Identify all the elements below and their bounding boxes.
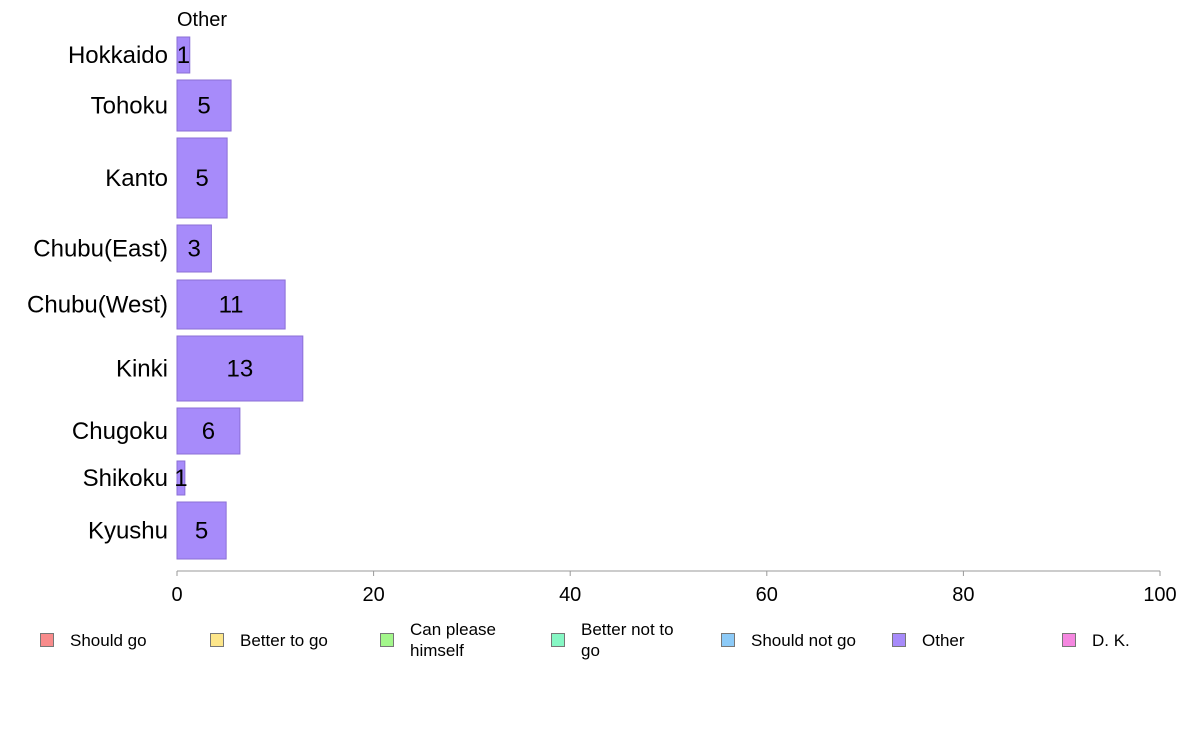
bar-value-label: 3 bbox=[188, 236, 201, 263]
category-label: Chubu(West) bbox=[27, 292, 168, 319]
bar-value-label: 5 bbox=[197, 93, 210, 120]
x-tick-label: 20 bbox=[362, 584, 384, 606]
x-tick-label: 60 bbox=[756, 584, 778, 606]
bar-kinki bbox=[176, 335, 304, 402]
bar-value-label: 1 bbox=[174, 465, 187, 492]
bar-hokkaido bbox=[176, 36, 191, 74]
panel-title: Other bbox=[177, 9, 227, 31]
bar-chart: Other Hokkaido Tohoku Kanto Chubu(East) Chub… bbox=[27, 9, 1177, 606]
category-label: Chugoku bbox=[72, 418, 168, 445]
x-tick-label: 40 bbox=[559, 584, 581, 606]
x-tick-label: 100 bbox=[1143, 584, 1176, 606]
category-label: Tohoku bbox=[91, 93, 168, 120]
legend-label: Should go bbox=[70, 630, 147, 650]
legend-item: Other bbox=[892, 620, 1032, 660]
legend-swatch bbox=[721, 633, 735, 647]
legend-swatch bbox=[210, 633, 224, 647]
legend-item: Better not to go bbox=[551, 620, 691, 660]
bar-value-label: 5 bbox=[195, 165, 208, 192]
bars-group bbox=[176, 36, 304, 560]
legend-swatch bbox=[1062, 633, 1076, 647]
bar-chugoku bbox=[176, 407, 241, 455]
bar-value-label: 11 bbox=[219, 292, 244, 319]
category-labels: Hokkaido Tohoku Kanto Chubu(East) Chubu(West… bbox=[27, 42, 168, 545]
bar-value-label: 1 bbox=[177, 42, 190, 69]
bar-kyushu bbox=[176, 501, 227, 560]
x-axis: 0 20 40 60 80 100 bbox=[171, 570, 1177, 606]
legend-label: Better to go bbox=[240, 630, 328, 650]
legend-swatch bbox=[551, 633, 565, 647]
legend-label: D. K. bbox=[1092, 630, 1130, 650]
bar-shikoku bbox=[176, 460, 186, 496]
category-label: Kinki bbox=[116, 356, 168, 383]
legend-item: Can please himself bbox=[380, 620, 520, 660]
bar-chubu-west bbox=[176, 279, 286, 330]
category-label: Kanto bbox=[105, 165, 168, 192]
category-label: Hokkaido bbox=[68, 42, 168, 69]
bar-tohoku bbox=[176, 79, 232, 132]
legend-label: Can please himself bbox=[410, 620, 497, 660]
legend-label: Better not to go bbox=[581, 620, 674, 660]
legend-item: Better to go bbox=[210, 620, 350, 660]
legend: Should go Better to go Can please himself B… bbox=[0, 620, 1188, 670]
bar-chubu-east bbox=[176, 224, 212, 273]
bar-value-label: 13 bbox=[227, 356, 254, 383]
category-label: Kyushu bbox=[88, 518, 168, 545]
bar-value-label: 5 bbox=[195, 518, 208, 545]
legend-label: Other bbox=[922, 630, 965, 650]
legend-swatch bbox=[380, 633, 394, 647]
bar-value-label: 6 bbox=[202, 418, 215, 445]
legend-item: Should not go bbox=[721, 620, 861, 660]
bar-kanto bbox=[176, 137, 228, 219]
legend-swatch bbox=[892, 633, 906, 647]
category-label: Chubu(East) bbox=[33, 236, 168, 263]
category-label: Shikoku bbox=[83, 465, 168, 492]
legend-item: Should go bbox=[40, 620, 180, 660]
x-tick-label: 80 bbox=[952, 584, 974, 606]
legend-item: D. K. bbox=[1062, 620, 1188, 660]
legend-label: Should not go bbox=[751, 630, 856, 650]
legend-swatch bbox=[40, 633, 54, 647]
x-tick-label: 0 bbox=[171, 584, 182, 606]
